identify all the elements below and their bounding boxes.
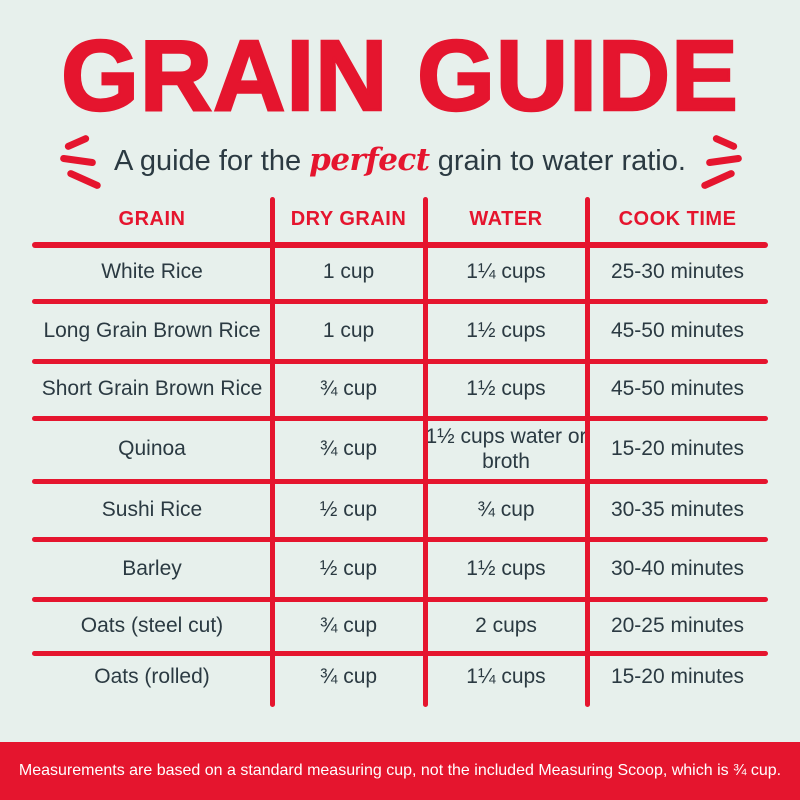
table-cell: 25-30 minutes (610, 260, 745, 284)
header-cell: DRY GRAIN (290, 207, 407, 230)
row-divider-line (32, 242, 768, 248)
table-cell: Oats (rolled) (94, 665, 210, 689)
table-row: Barley ½ cup 1½ cups 30-40 minutes (32, 539, 768, 599)
table-row: Long Grain Brown Rice 1 cup 1½ cups 45-50 m… (32, 301, 768, 361)
column-divider-line (270, 197, 275, 707)
row-divider-line (32, 359, 768, 364)
table-cell: 1½ cups (466, 318, 546, 342)
table-row: Oats (steel cut) ¾ cup 2 cups 20-25 minutes (32, 599, 768, 653)
table-cell: 20-25 minutes (610, 613, 745, 637)
table-cell: 15-20 minutes (610, 665, 745, 689)
table-cell: 1½ cups (466, 377, 546, 401)
row-divider-line (32, 479, 768, 484)
table-row: Sushi Rice ½ cup ¾ cup 30-35 minutes (32, 481, 768, 539)
table-cell: 2 cups (475, 613, 537, 637)
table-cell: ¾ cup (319, 437, 378, 461)
table-cell: 1 cup (322, 260, 375, 284)
grain-table: GRAIN DRY GRAIN WATER COOK TIME White Rice 1 … (32, 197, 768, 707)
page-title: GRAIN GUIDE (60, 20, 739, 132)
table-header-row: GRAIN DRY GRAIN WATER COOK TIME (32, 197, 768, 242)
table-cell: 30-35 minutes (610, 497, 745, 521)
table-cell: ¾ cup (319, 613, 378, 637)
table-cell: 1¼ cups (466, 260, 546, 284)
row-divider-line (32, 537, 768, 542)
row-divider-line (32, 416, 768, 421)
table-cell: Sushi Rice (101, 497, 203, 521)
row-divider-line (32, 651, 768, 656)
table-cell: 1½ cups water or broth (425, 424, 587, 473)
row-divider-line (32, 597, 768, 602)
table-cell: ¾ cup (319, 377, 378, 401)
footer-note-text: Measurements are based on a standard mea… (18, 762, 782, 779)
header-cell: WATER (469, 207, 543, 230)
table-row: Short Grain Brown Rice ¾ cup 1½ cups 45-50 … (32, 361, 768, 418)
row-divider-line (32, 299, 768, 304)
table-cell: Barley (122, 556, 182, 580)
table-cell: ½ cup (319, 556, 378, 580)
page-subtitle: A guide for the perfect grain to water r… (0, 142, 800, 179)
table-row: Oats (rolled) ¾ cup 1¼ cups 15-20 minutes (32, 653, 768, 702)
table-cell: Quinoa (118, 437, 186, 461)
header-cell: COOK TIME (618, 207, 737, 230)
subtitle-suffix: grain to water ratio. (429, 145, 686, 177)
subtitle-prefix: A guide for the (114, 145, 310, 177)
table-cell: Short Grain Brown Rice (41, 377, 263, 401)
table-cell: 45-50 minutes (610, 377, 745, 401)
table-cell: 45-50 minutes (610, 318, 745, 342)
footer-note-banner: Measurements are based on a standard mea… (0, 742, 800, 800)
table-cell: 1¼ cups (466, 665, 546, 689)
table-cell: 30-40 minutes (610, 556, 745, 580)
table-cell: White Rice (101, 260, 203, 284)
column-divider-line (585, 197, 590, 707)
table-cell: ½ cup (319, 497, 378, 521)
table-cell: Long Grain Brown Rice (43, 318, 261, 342)
header-cell: GRAIN (118, 207, 186, 230)
table-row: Quinoa ¾ cup 1½ cups water or broth 15-20 m… (32, 418, 768, 481)
table-row: White Rice 1 cup 1¼ cups 25-30 minutes (32, 244, 768, 301)
table-cell: 1 cup (322, 318, 375, 342)
table-cell: 1½ cups (466, 556, 546, 580)
table-cell: Oats (steel cut) (80, 613, 224, 637)
column-divider-line (423, 197, 428, 707)
table-cell: 15-20 minutes (610, 437, 745, 461)
table-cell: ¾ cup (477, 497, 535, 521)
table-cell: ¾ cup (319, 665, 378, 689)
subtitle-highlight-word: perfect (309, 142, 430, 178)
